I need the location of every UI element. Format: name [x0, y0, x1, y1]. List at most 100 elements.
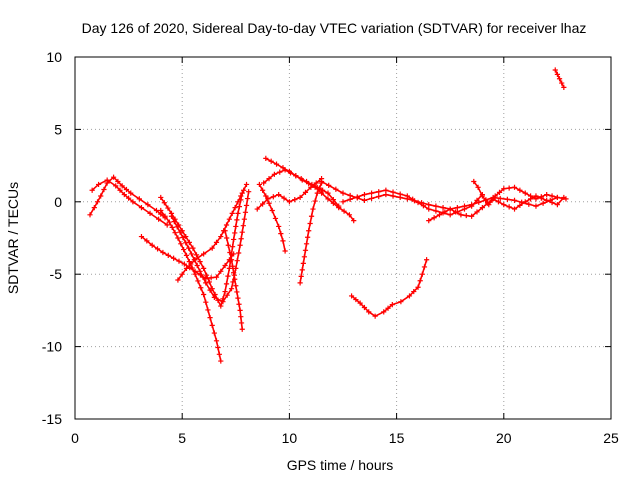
- data-point: [561, 194, 567, 201]
- data-point: [431, 215, 437, 221]
- data-point: [280, 238, 286, 244]
- data-point: [538, 194, 544, 200]
- data-point: [463, 212, 469, 219]
- data-point: [501, 186, 507, 192]
- data-point: [154, 246, 161, 252]
- data-point: [266, 176, 272, 182]
- data-point: [533, 203, 539, 209]
- data-point: [559, 80, 565, 86]
- data-point: [482, 197, 489, 203]
- data-point: [340, 199, 346, 205]
- data-point: [447, 206, 453, 212]
- data-point: [104, 177, 110, 183]
- data-point: [533, 196, 539, 202]
- data-point: [242, 209, 249, 215]
- data-point: [233, 265, 239, 272]
- data-point: [201, 291, 207, 298]
- data-point: [325, 190, 331, 196]
- data-point: [95, 181, 102, 188]
- y-tick-label: 0: [54, 194, 62, 210]
- x-tick-label: 15: [389, 430, 405, 446]
- data-point: [496, 189, 503, 195]
- data-point: [224, 235, 230, 241]
- data-point: [458, 212, 464, 218]
- data-point: [165, 252, 171, 258]
- data-point: [517, 202, 523, 209]
- data-point: [325, 196, 331, 202]
- data-point: [299, 267, 305, 273]
- data-point: [205, 307, 211, 313]
- data-point: [162, 213, 168, 219]
- data-point: [231, 270, 237, 276]
- data-point: [549, 199, 555, 206]
- data-point: [243, 181, 250, 188]
- x-tick-label: 20: [496, 430, 512, 446]
- data-point: [300, 260, 306, 266]
- data-point: [474, 197, 480, 203]
- data-point: [361, 191, 368, 198]
- data-point: [241, 216, 247, 222]
- data-point: [224, 292, 230, 298]
- data-point: [193, 252, 200, 258]
- data-point: [272, 215, 279, 222]
- x-tick-label: 10: [282, 430, 298, 446]
- y-tick-label: -5: [50, 266, 63, 282]
- data-point: [236, 301, 242, 307]
- data-point: [188, 261, 194, 267]
- data-point: [175, 277, 181, 283]
- data-point: [218, 268, 224, 274]
- y-tick-label: -10: [42, 339, 62, 355]
- data-point: [376, 189, 382, 195]
- data-point: [189, 265, 195, 271]
- data-point: [229, 244, 236, 250]
- data-point: [183, 265, 190, 272]
- data-point: [164, 222, 170, 228]
- data-point: [310, 206, 316, 212]
- data-point: [376, 193, 382, 200]
- data-point: [397, 191, 403, 197]
- data-point: [232, 276, 238, 282]
- data-point: [183, 240, 189, 246]
- data-point: [126, 195, 132, 201]
- data-point: [486, 202, 492, 208]
- data-point: [89, 187, 95, 193]
- data-point: [415, 284, 421, 290]
- data-point: [390, 189, 396, 195]
- data-point: [171, 218, 177, 225]
- data-point: [186, 245, 192, 251]
- data-point: [168, 213, 175, 219]
- data-point: [313, 180, 319, 186]
- data-point: [554, 202, 560, 208]
- data-point: [239, 326, 245, 332]
- data-point: [320, 187, 326, 193]
- data-point: [260, 201, 266, 207]
- data-point: [511, 184, 518, 190]
- data-point: [348, 293, 355, 299]
- data-point: [220, 299, 226, 305]
- data-point: [208, 275, 214, 281]
- data-point: [357, 300, 363, 306]
- data-point: [161, 200, 167, 206]
- y-tick-label: -15: [42, 411, 62, 427]
- data-point: [236, 204, 242, 210]
- data-point: [554, 194, 560, 201]
- data-point: [235, 295, 241, 301]
- series-arc-9: [256, 181, 288, 254]
- y-axis-label: SDTVAR / TECUs: [5, 182, 21, 294]
- data-point: [158, 207, 164, 214]
- data-point: [200, 274, 206, 280]
- axis-ticks: [74, 56, 612, 420]
- data-point: [234, 289, 240, 295]
- data-point: [501, 202, 507, 208]
- data-point: [549, 193, 555, 199]
- data-point: [506, 204, 512, 210]
- data-point: [506, 185, 512, 191]
- data-point: [188, 251, 195, 257]
- data-point: [410, 196, 416, 202]
- data-point: [130, 199, 136, 205]
- data-point: [209, 322, 215, 328]
- data-point: [383, 187, 389, 193]
- data-point: [232, 204, 238, 211]
- data-point: [302, 189, 309, 195]
- data-point: [454, 204, 460, 211]
